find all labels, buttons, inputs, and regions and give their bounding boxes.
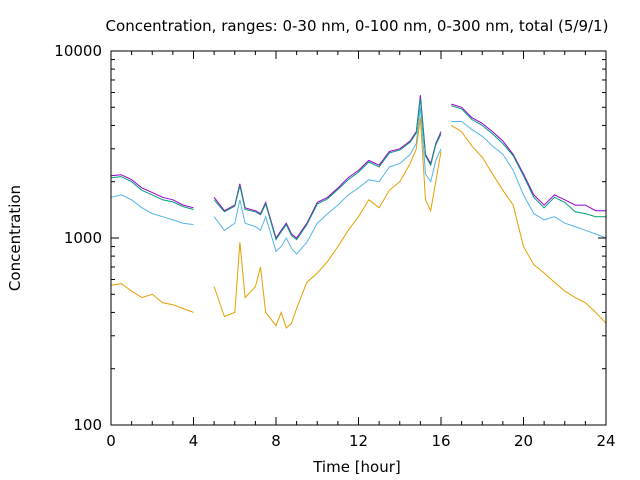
- x-tick-label: 12: [349, 432, 368, 450]
- series-2-line-segment-3: [451, 105, 606, 218]
- y-tick-label: 1000: [64, 229, 102, 247]
- axis-tick-labels: 0 4 8 12 16 20 24 100 1000 10000: [54, 42, 615, 450]
- x-tick-label: 8: [271, 432, 281, 450]
- series-1-line-segment-3: [451, 103, 606, 212]
- x-tick-label: 16: [431, 432, 450, 450]
- x-axis-label: Time [hour]: [312, 458, 401, 476]
- x-tick-label: 24: [596, 432, 615, 450]
- plot-lines: [110, 95, 607, 329]
- series-2-line-segment-1: [110, 176, 194, 210]
- series-3-line-segment-3: [451, 121, 607, 239]
- y-axis-label: Concentration: [6, 185, 24, 291]
- series-4-line-segment-2: [213, 117, 442, 329]
- axis-ticks: [110, 50, 607, 426]
- series-3-line-segment-1: [110, 194, 194, 226]
- series-4-line-segment-3: [451, 124, 607, 324]
- series-3-line-segment-2: [213, 107, 442, 255]
- series-1-line-segment-1: [110, 174, 194, 209]
- series-4-line-segment-1: [110, 283, 194, 313]
- x-tick-label: 4: [189, 432, 199, 450]
- series-2-line-segment-2: [213, 98, 442, 241]
- y-tick-label: 100: [73, 416, 102, 434]
- series-1-line-segment-2: [213, 95, 442, 240]
- x-tick-label: 0: [106, 432, 116, 450]
- plot-frame: [110, 50, 607, 426]
- chart-title: Concentration, ranges: 0-30 nm, 0-100 nm…: [106, 17, 609, 35]
- y-tick-label: 10000: [54, 42, 102, 60]
- x-tick-label: 20: [514, 432, 533, 450]
